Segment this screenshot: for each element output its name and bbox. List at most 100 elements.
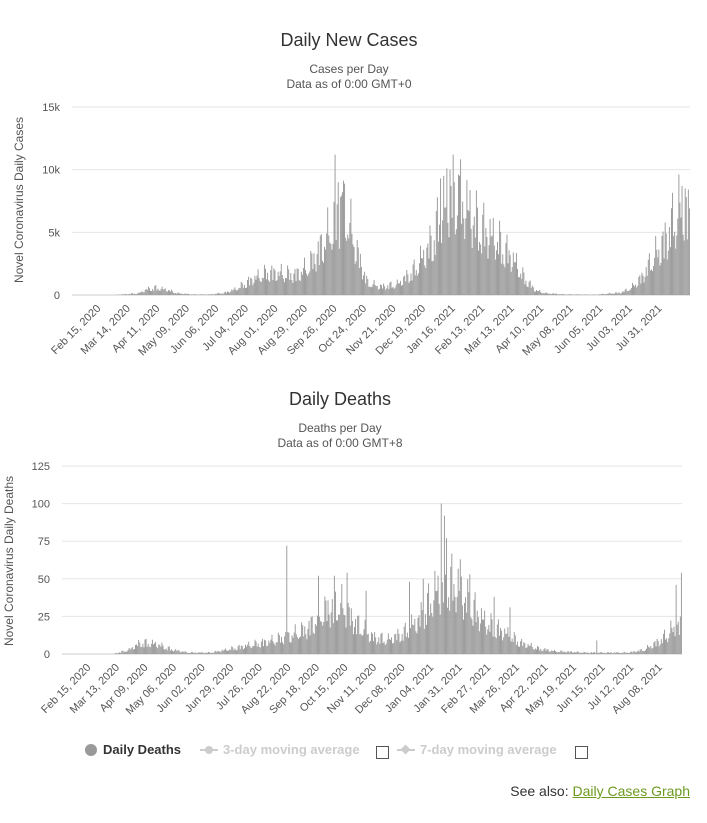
bar xyxy=(182,651,184,654)
bar xyxy=(415,631,417,654)
legend-item-daily-deaths[interactable]: Daily Deaths xyxy=(85,742,181,757)
3-day-average-checkbox[interactable] xyxy=(376,746,389,759)
bar xyxy=(393,288,395,295)
bar xyxy=(544,648,546,654)
diamond-marker-icon xyxy=(397,748,415,751)
bar xyxy=(566,651,568,654)
daily-cases-graph-link[interactable]: Daily Cases Graph xyxy=(572,783,691,799)
bar xyxy=(659,265,661,295)
bar xyxy=(483,619,485,654)
bar xyxy=(480,244,482,295)
bar xyxy=(625,288,627,295)
bar xyxy=(130,648,132,654)
bar xyxy=(427,243,429,295)
bar xyxy=(686,239,688,295)
bar xyxy=(231,289,233,295)
bar xyxy=(271,634,273,654)
bar xyxy=(565,652,567,654)
bar xyxy=(484,610,486,654)
bar xyxy=(194,294,196,295)
bar xyxy=(258,647,260,654)
bar xyxy=(340,602,342,654)
bar xyxy=(381,285,382,295)
bar xyxy=(409,281,411,295)
bar xyxy=(546,649,548,654)
bar xyxy=(459,175,460,295)
bar xyxy=(674,231,676,295)
bar xyxy=(508,636,510,654)
bar xyxy=(473,599,475,654)
bar xyxy=(675,248,677,295)
bar xyxy=(630,288,632,295)
bar xyxy=(314,264,316,295)
bar xyxy=(553,649,555,654)
bar xyxy=(628,653,629,654)
bar xyxy=(683,240,685,295)
bar xyxy=(420,602,422,654)
bar xyxy=(552,650,554,654)
bar xyxy=(176,650,178,654)
bar xyxy=(321,260,323,295)
bar xyxy=(151,639,153,654)
bar xyxy=(254,275,256,295)
bar xyxy=(634,286,636,295)
bar xyxy=(209,294,211,295)
bar xyxy=(473,216,475,295)
bar xyxy=(177,650,179,654)
bar xyxy=(131,293,133,295)
bar xyxy=(333,575,335,654)
bar xyxy=(136,644,138,654)
bar xyxy=(258,278,260,295)
bar xyxy=(677,621,679,654)
bar xyxy=(407,637,409,654)
bar xyxy=(532,649,534,654)
bar xyxy=(498,254,500,295)
bar xyxy=(591,652,592,654)
bar xyxy=(442,602,444,654)
7-day-average-checkbox[interactable] xyxy=(575,746,588,759)
legend-item-3-day-average[interactable]: 3-day moving average xyxy=(200,742,360,757)
bar xyxy=(654,641,656,654)
bar xyxy=(538,291,540,295)
bar xyxy=(344,615,346,654)
bar xyxy=(201,294,203,295)
bar xyxy=(503,637,505,654)
bar xyxy=(548,651,550,654)
bar xyxy=(504,628,506,654)
bar xyxy=(665,639,667,654)
bar xyxy=(294,269,296,295)
bar xyxy=(595,652,597,654)
bar xyxy=(506,633,508,654)
bar xyxy=(610,293,612,295)
bar xyxy=(284,636,286,654)
bar xyxy=(140,292,142,295)
bar xyxy=(432,260,434,295)
bar xyxy=(268,640,270,654)
bar xyxy=(658,646,660,654)
bar xyxy=(518,277,520,295)
legend-item-7-day-average[interactable]: 7-day moving average xyxy=(397,742,557,757)
bar xyxy=(608,292,610,295)
bar xyxy=(272,280,274,295)
bar xyxy=(569,651,571,654)
bar xyxy=(192,652,194,654)
bar xyxy=(512,252,514,295)
bar xyxy=(539,650,541,654)
bar xyxy=(214,651,216,654)
bar xyxy=(271,265,273,295)
bar xyxy=(587,652,589,654)
bar xyxy=(517,268,518,295)
bar xyxy=(561,294,563,295)
bar xyxy=(344,183,346,295)
bar xyxy=(173,651,175,654)
bar xyxy=(376,644,378,654)
bar xyxy=(174,650,176,654)
bar xyxy=(193,653,195,654)
bar xyxy=(453,182,455,295)
bar xyxy=(218,651,220,654)
bar xyxy=(541,650,543,654)
bar xyxy=(311,616,313,654)
bar xyxy=(179,293,181,295)
bar xyxy=(395,284,397,295)
bar xyxy=(298,280,300,295)
